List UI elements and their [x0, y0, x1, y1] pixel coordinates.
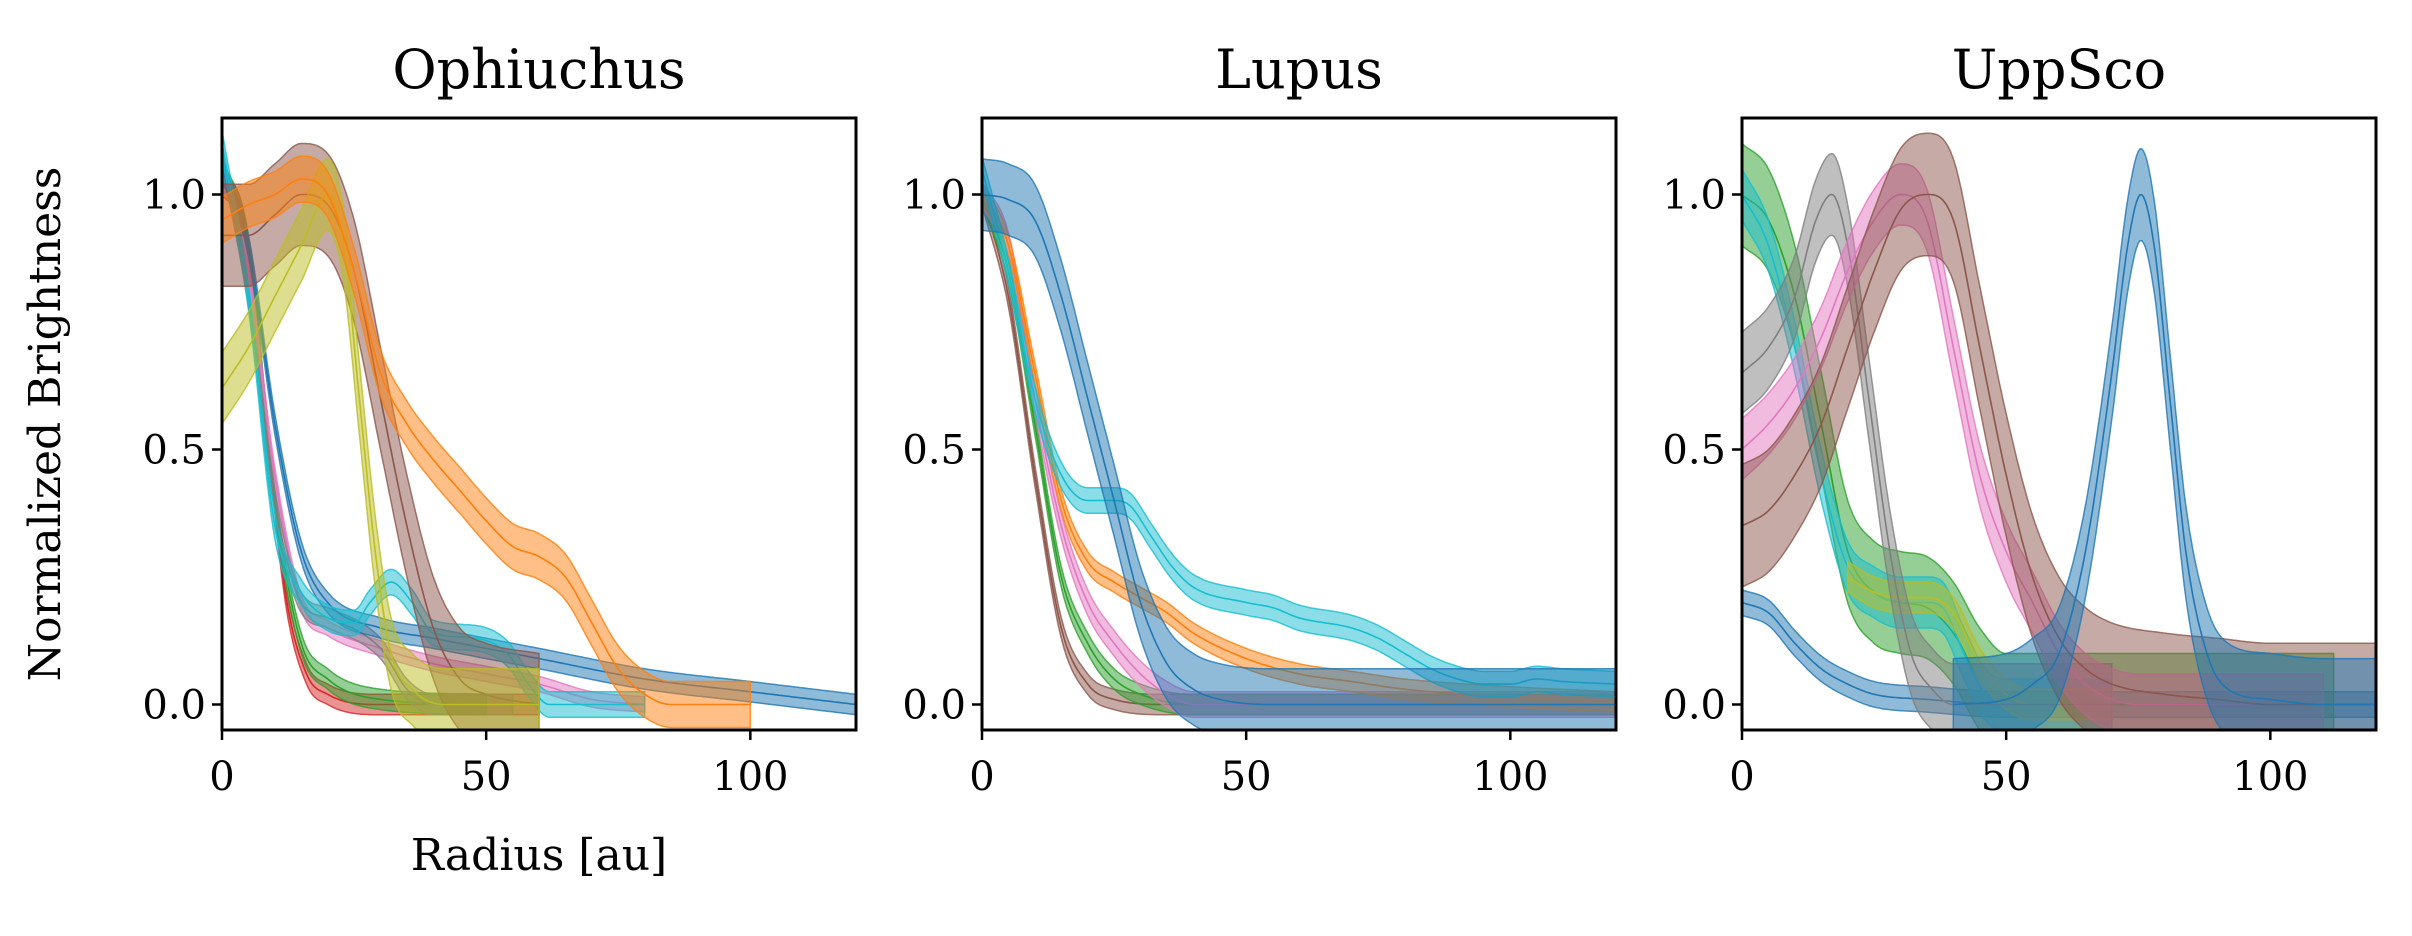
- y-tick-label: 1.0: [142, 173, 206, 219]
- series-line-8: [222, 178, 751, 706]
- series-band-7: [222, 158, 540, 730]
- x-tick-label: 0: [1729, 754, 1754, 800]
- plot-area: [1742, 132, 2376, 730]
- x-tick-label: 0: [209, 754, 234, 800]
- series-line-7: [1953, 194, 2376, 706]
- y-tick-label: 0.5: [902, 428, 966, 474]
- series-band-3: [982, 183, 1616, 713]
- panel-1: 0 50 100 0.0 0.5 1.0 Lupus: [902, 38, 1618, 800]
- x-tick-label: 50: [1981, 754, 2032, 800]
- axes-frame: [1740, 116, 2378, 732]
- x-axis-label: Radius [au]: [411, 830, 667, 881]
- series-band-2: [982, 180, 1616, 719]
- y-tick-label: 0.0: [1662, 683, 1726, 729]
- axes-frame: [980, 116, 1618, 732]
- x-tick-label: 50: [461, 754, 512, 800]
- y-tick-label: 0.0: [142, 683, 206, 729]
- plot-area: [222, 130, 856, 730]
- panel-title: Lupus: [1215, 38, 1383, 101]
- panel-0: 0 50 100 0.0 0.5 1.0 Ophiuchus Radius [au] Norma…: [20, 38, 858, 881]
- x-tick-label: 100: [712, 754, 788, 800]
- series-band-5: [982, 158, 1616, 730]
- x-tick-label: 100: [2232, 754, 2308, 800]
- panel-title: UppSco: [1952, 38, 2166, 101]
- series-band-0: [982, 184, 1616, 716]
- series-line-5: [982, 193, 1616, 706]
- axes-frame: [220, 116, 858, 732]
- panel-title: Ophiuchus: [392, 38, 685, 101]
- y-tick-label: 0.5: [142, 428, 206, 474]
- series-band-8: [222, 155, 752, 729]
- y-axis-label: Normalized Brightness: [20, 167, 71, 682]
- series-band-1: [982, 184, 1616, 716]
- series-line-7: [222, 193, 539, 706]
- x-tick-label: 100: [1472, 754, 1548, 800]
- y-tick-label: 0.0: [902, 683, 966, 729]
- y-tick-label: 1.0: [1662, 173, 1726, 219]
- x-tick-label: 0: [969, 754, 994, 800]
- series-band-6: [222, 142, 540, 730]
- y-tick-label: 0.5: [1662, 428, 1726, 474]
- panel-2: 0 50 100 0.0 0.5 1.0 UppSco: [1662, 38, 2378, 800]
- x-tick-label: 50: [1221, 754, 1272, 800]
- y-tick-label: 1.0: [902, 173, 966, 219]
- series-band-7: [1952, 148, 2376, 730]
- series-band-4: [982, 156, 1616, 698]
- plot-area: [982, 156, 1616, 730]
